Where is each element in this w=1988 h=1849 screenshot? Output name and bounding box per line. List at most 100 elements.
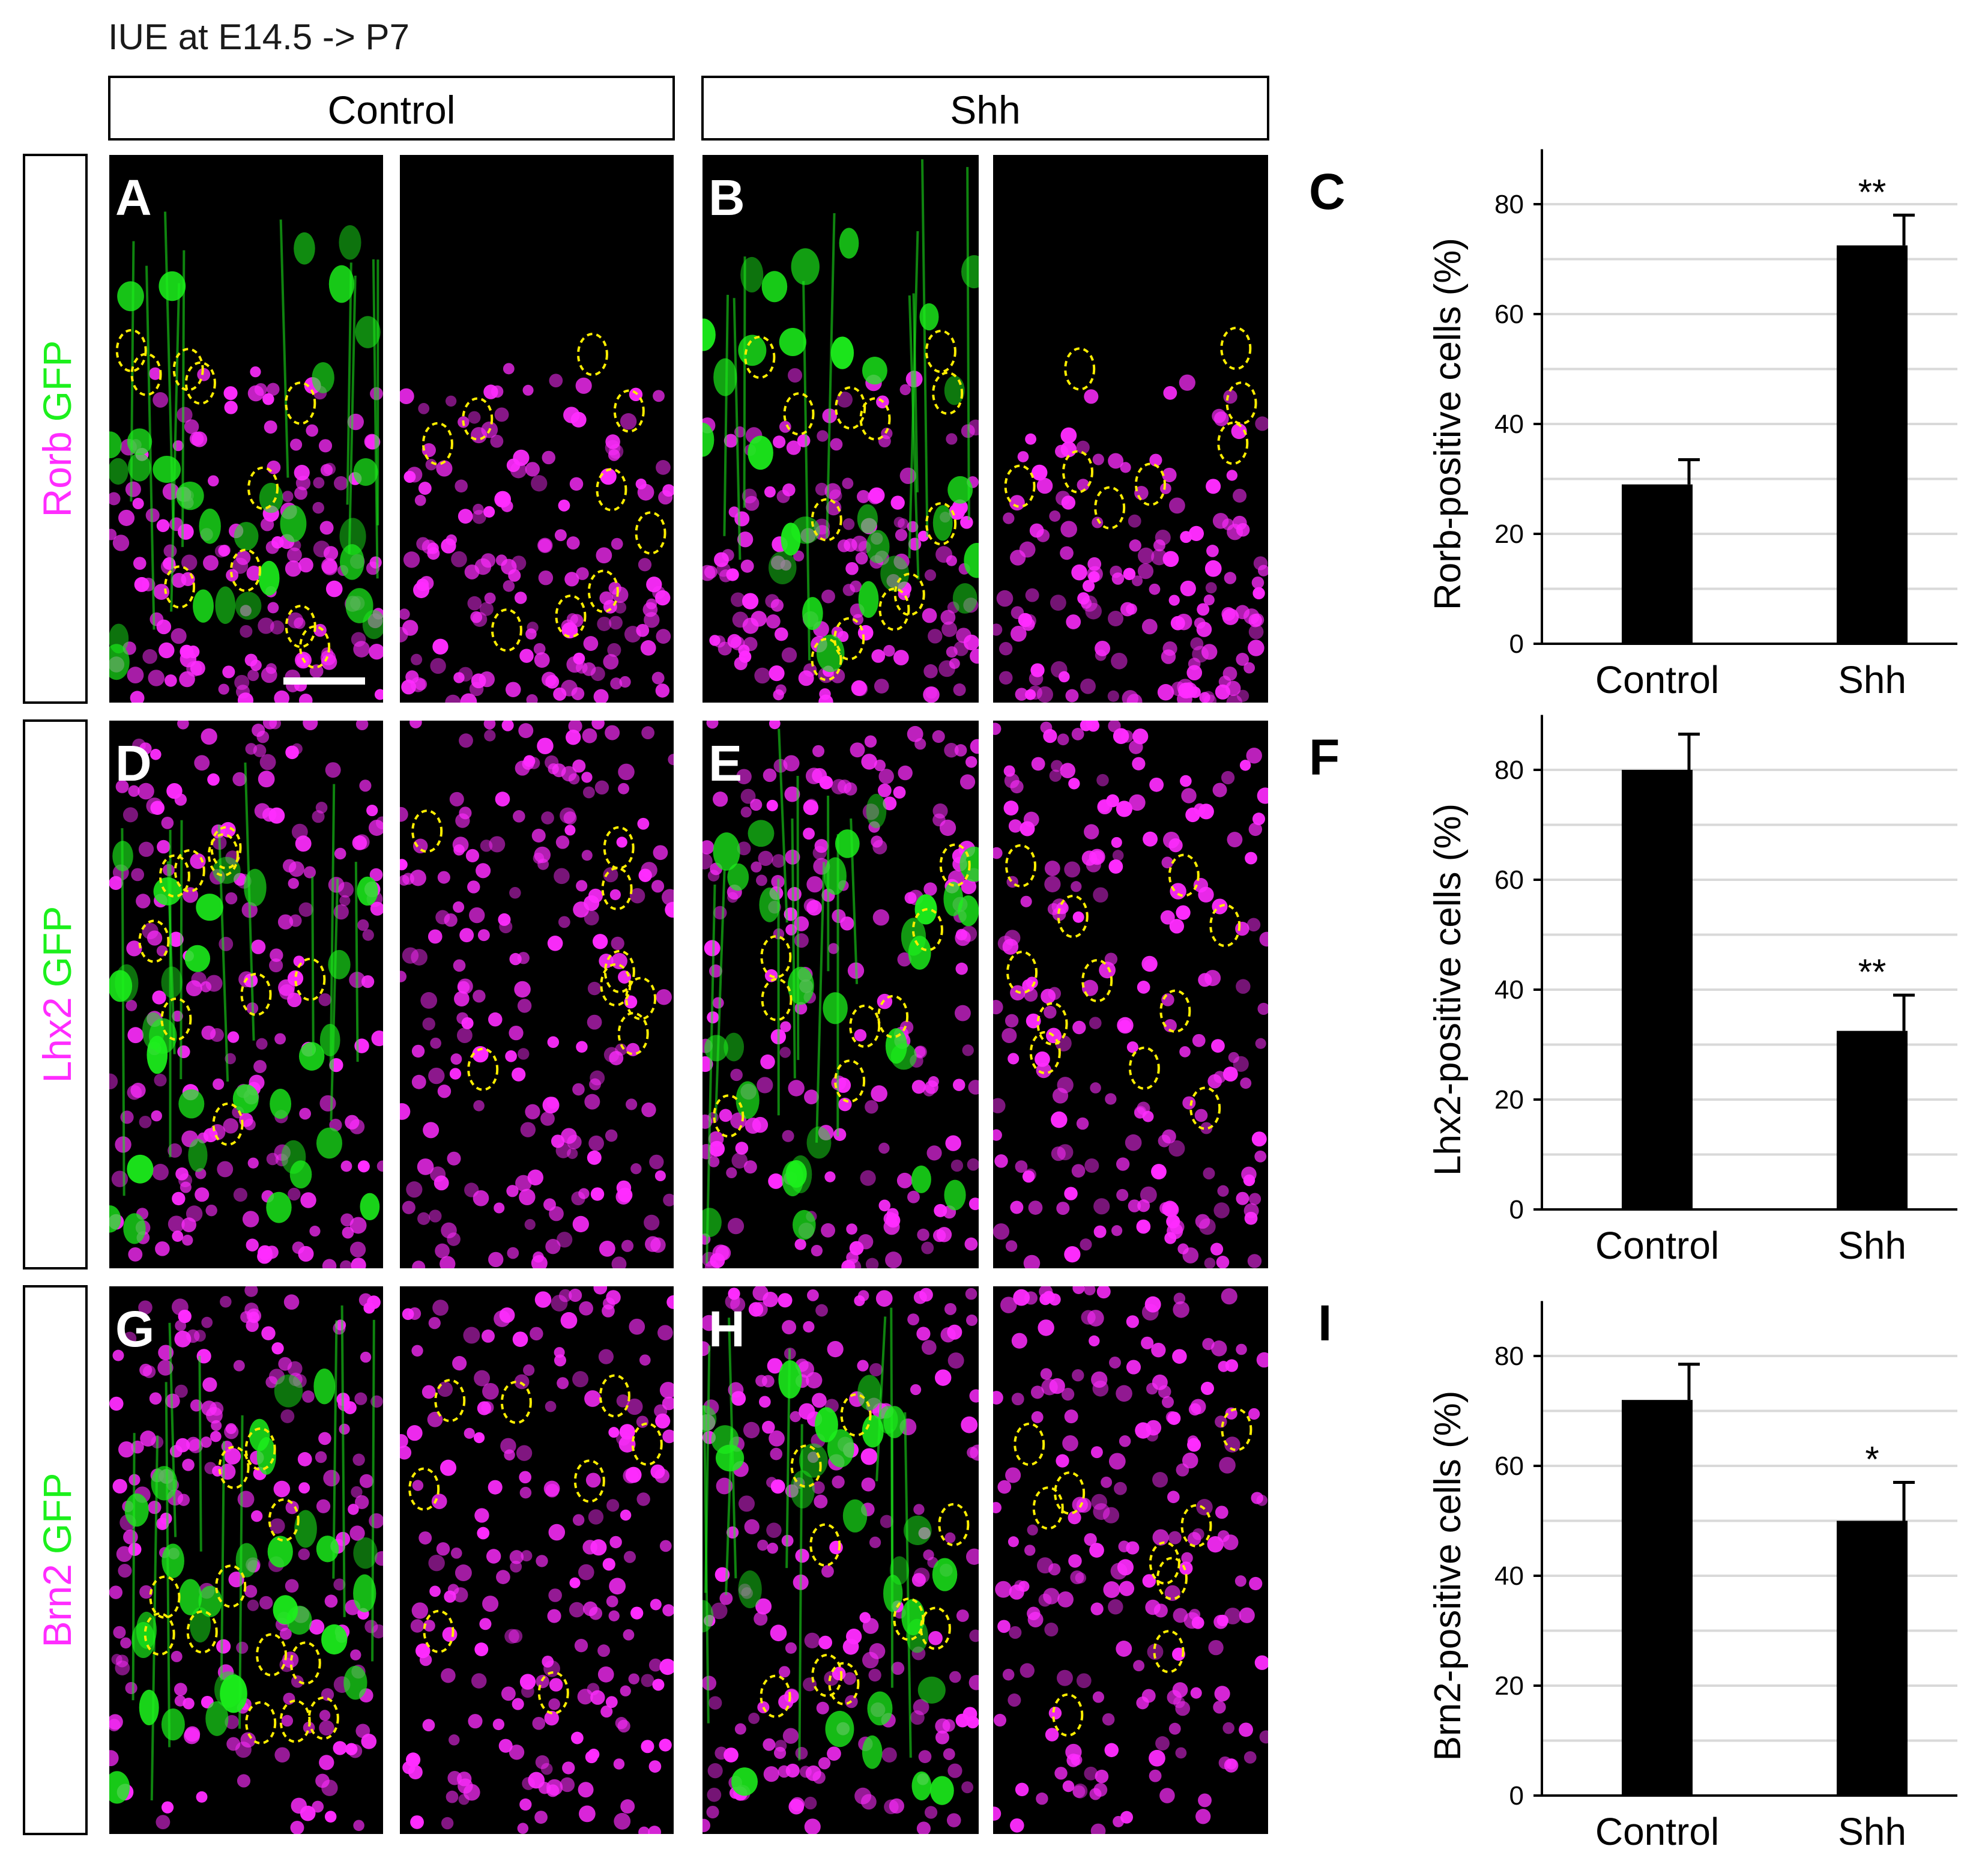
nucleus: [993, 847, 1003, 859]
nucleus: [464, 1427, 475, 1439]
nucleus: [742, 593, 759, 610]
nucleus: [161, 817, 174, 829]
nucleus: [1200, 1381, 1214, 1395]
gfp-process: [826, 213, 836, 539]
nucleus: [1183, 1612, 1201, 1629]
nucleus: [473, 503, 484, 515]
nucleus: [534, 652, 550, 668]
nucleus: [1008, 819, 1023, 833]
nucleus: [217, 1161, 234, 1178]
nucleus: [548, 1698, 560, 1710]
nucleus: [269, 958, 283, 973]
nucleus: [949, 658, 960, 669]
nucleus: [240, 625, 253, 638]
nucleus: [1057, 1591, 1074, 1608]
nucleus: [451, 551, 467, 567]
reporter-label-rorb: GFP: [35, 340, 79, 422]
nucleus: [248, 1312, 259, 1323]
nucleus: [558, 1289, 572, 1303]
marked-cell-circle: [601, 867, 633, 910]
nucleus: [599, 1240, 615, 1257]
nucleus: [1112, 850, 1124, 861]
nucleus: [1060, 521, 1077, 537]
nucleus: [453, 844, 465, 856]
nucleus: [515, 760, 530, 776]
nucleus: [583, 1601, 598, 1617]
nucleus: [268, 807, 285, 824]
nucleus: [319, 1710, 331, 1721]
nucleus: [1056, 1669, 1073, 1686]
nucleus: [1186, 665, 1203, 681]
nucleus: [178, 1173, 193, 1187]
nucleus: [803, 828, 815, 840]
gfp-process: [796, 775, 800, 1061]
nucleus: [1061, 495, 1076, 510]
nucleus: [1151, 1164, 1167, 1179]
nucleus: [654, 1170, 666, 1182]
marked-cell-circle: [1032, 1486, 1064, 1530]
nucleus: [441, 1222, 457, 1239]
nucleus: [541, 671, 557, 687]
nucleus: [463, 1327, 480, 1344]
nucleus: [1090, 1602, 1104, 1615]
micrograph-content: [702, 159, 979, 703]
nucleus: [758, 850, 773, 866]
nucleus: [441, 1668, 456, 1683]
gfp-cell: [724, 1032, 745, 1062]
nucleus: [527, 1169, 544, 1185]
bar: [1622, 484, 1693, 644]
nucleus: [518, 723, 534, 739]
nucleus: [423, 1122, 440, 1139]
nucleus: [1213, 1202, 1230, 1218]
nucleus: [807, 1451, 819, 1463]
nucleus: [776, 489, 790, 503]
gfp-cell: [258, 560, 280, 596]
nucleus: [400, 1445, 412, 1460]
nucleus: [950, 1159, 964, 1172]
nucleus: [665, 901, 674, 918]
nucleus: [1120, 462, 1131, 473]
nucleus: [1051, 1146, 1066, 1161]
nucleus: [1020, 895, 1032, 907]
nucleus: [503, 580, 515, 592]
nucleus: [200, 1436, 212, 1448]
nucleus: [1010, 1200, 1024, 1214]
nucleus: [826, 500, 842, 516]
nucleus: [318, 439, 333, 453]
marked-cell-circle: [555, 595, 587, 638]
nucleus: [558, 499, 570, 512]
bar: [1837, 245, 1908, 644]
nucleus: [472, 611, 488, 627]
nucleus: [832, 1475, 845, 1489]
nucleus: [603, 654, 619, 670]
nucleus: [290, 1821, 304, 1834]
marked-cell-circle: [840, 1393, 872, 1437]
gfp-cell: [930, 1776, 954, 1805]
nucleus: [949, 1671, 961, 1683]
nucleus: [785, 1642, 797, 1654]
nucleus: [569, 477, 584, 491]
gfp-cell: [328, 949, 351, 979]
nucleus: [532, 1716, 546, 1730]
nucleus: [298, 1245, 314, 1262]
nucleus: [923, 686, 940, 703]
nucleus: [596, 547, 612, 564]
nucleus: [1002, 1668, 1015, 1681]
nucleus: [898, 518, 909, 530]
nucleus: [410, 1619, 424, 1633]
nucleus: [587, 981, 602, 996]
nucleus: [242, 1211, 259, 1227]
nucleus: [603, 867, 618, 883]
nucleus: [1176, 905, 1191, 920]
gfp-cell: [321, 1624, 348, 1655]
nucleus: [1211, 1340, 1227, 1357]
nucleus: [118, 1564, 132, 1578]
nucleus: [878, 1199, 891, 1212]
nucleus: [1030, 1385, 1044, 1399]
nucleus: [325, 762, 341, 778]
nucleus: [755, 1375, 767, 1387]
nucleus: [718, 641, 732, 656]
nucleus: [556, 1232, 573, 1248]
nucleus: [1219, 1457, 1236, 1474]
